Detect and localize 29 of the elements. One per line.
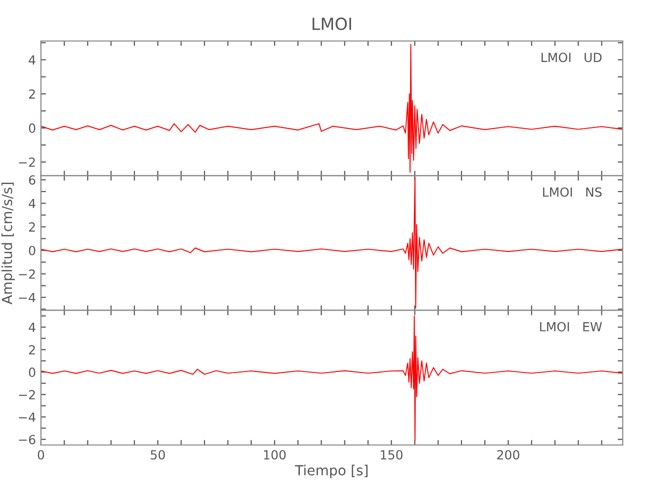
x-axis-title: Tiempo [s] [294,464,368,478]
x-tick-label: 100 [264,450,286,460]
y-tick-label: −2 [18,390,35,400]
x-tick-label: 50 [150,450,165,460]
annotation: LMOI NS [543,187,602,197]
x-tick-label: 150 [380,450,402,460]
y-tick-label: 0 [28,368,36,377]
annotation: LMOI EW [540,322,602,332]
line-series [40,44,623,173]
y-tick-label: −2 [18,269,35,279]
y-tick-label: 6 [29,175,36,185]
y-tick-label: −4 [18,293,36,302]
x-tick-label: 0 [38,450,44,460]
y-tick-label: 0 [28,123,36,133]
y-tick-label: −4 [18,412,36,422]
y-tick-label: −2 [18,158,35,167]
y-tick-label: −6 [18,434,36,444]
y-tick-label: 4 [28,322,36,332]
annotation: LMOI UD [542,52,602,62]
y-tick-label: 4 [28,198,36,208]
chart-title: LMOI [312,18,352,30]
x-tick-label: 200 [497,450,520,460]
y-tick-label: 4 [28,55,36,64]
y-tick-label: 0 [28,246,36,256]
y-tick-label: 2 [29,345,35,354]
y-tick-label: 2 [29,222,35,232]
y-axis-title: Amplitud [cm/s/s] [1,182,15,304]
line-series [40,315,623,441]
y-tick-label: 2 [29,89,35,99]
